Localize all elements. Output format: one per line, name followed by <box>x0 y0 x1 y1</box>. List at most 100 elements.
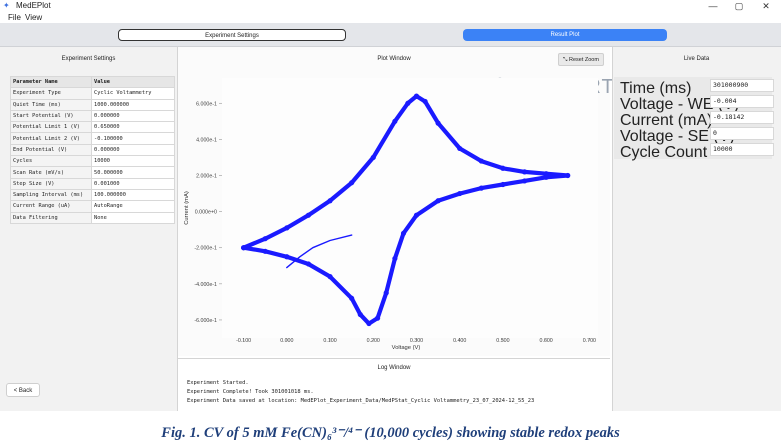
parameter-name: Quiet Time (ms) <box>10 98 92 111</box>
x-tick-label: 0.700 <box>583 338 596 344</box>
y-tick-label: 2.000e-1 <box>196 174 217 180</box>
x-tick-label: 0.300 <box>410 338 423 344</box>
cv-data-point <box>400 230 407 236</box>
menu-view[interactable]: View <box>25 13 43 22</box>
parameter-row: Experiment Type Cyclic Voltammetry <box>10 87 175 100</box>
log-line: Experiment Started. <box>187 380 249 386</box>
y-axis-label: Current (mA) <box>184 191 190 225</box>
parameter-name: Experiment Type <box>10 87 92 100</box>
parameter-row: End Potential (V) 0.000000 <box>10 143 175 157</box>
y-tick-label: -2.000e-1 <box>194 246 217 252</box>
cv-data-point <box>349 295 355 301</box>
parameter-value: None <box>91 211 175 224</box>
cv-data-point <box>327 274 333 280</box>
cv-data-point <box>383 290 389 296</box>
cv-data-point <box>370 154 376 161</box>
figure-caption: Fig. 1. CV of 5 mM Fe(CN)₆³⁻/⁴⁻ (10,000 … <box>161 425 620 441</box>
maximize-button[interactable]: ▢ <box>734 1 744 11</box>
parameters-table: Parameter Name Value Experiment Type Cycl… <box>10 75 175 224</box>
menu-file[interactable]: File <box>8 13 21 22</box>
parameter-row: Potential Limit 2 (V) -0.100000 <box>10 132 175 145</box>
parameter-row: Scan Rate (mV/s) 50.000000 <box>10 166 175 179</box>
cv-series-line <box>286 234 353 269</box>
parameter-value: 10000 <box>91 155 175 168</box>
live-data-title: Live Data <box>683 56 710 62</box>
live-value-voltage-we: -0.004 <box>710 95 774 108</box>
parameter-row: Current Range (uA) AutoRange <box>10 200 175 213</box>
tab-experiment-settings[interactable]: Experiment Settings <box>118 29 346 41</box>
log-window-title: Log Window <box>377 365 411 371</box>
live-label-cycle-count: Cycle Count <box>620 144 708 161</box>
menu-bar <box>0 12 781 23</box>
cv-chart[interactable]: 6.000e-1 4.000e-1 2.000e-1 0.000e+0 -2.000e-… <box>178 70 610 356</box>
reset-zoom-icon: ⤡ <box>563 57 569 63</box>
parameter-value: 100.000000 <box>91 188 175 202</box>
cv-data-point <box>392 255 398 262</box>
title-bar <box>0 0 781 12</box>
parameter-name: Cycles <box>10 155 92 168</box>
cv-data-point <box>284 254 290 260</box>
live-value-voltage-se: 0 <box>710 127 774 140</box>
tab-result-plot[interactable]: Result Plot <box>463 29 667 41</box>
parameter-name: Data Filtering <box>10 211 92 224</box>
y-tick-label: -6.000e-1 <box>194 318 217 324</box>
x-tick-label: 0.500 <box>496 338 509 344</box>
parameter-value: -0.100000 <box>91 132 175 145</box>
cv-data-point <box>305 261 312 267</box>
x-tick-label: 0.600 <box>540 338 553 344</box>
cv-data-point <box>413 93 420 99</box>
log-line: Experiment Complete! Took 301001018 ms. <box>187 389 314 395</box>
cv-data-point <box>392 118 398 124</box>
parameter-row: Quiet Time (ms) 1000.000000 <box>10 98 175 111</box>
cv-data-point <box>543 174 549 180</box>
cv-data-point <box>374 315 381 321</box>
parameter-value: 0.000000 <box>91 109 175 123</box>
param-value-header: Value <box>91 75 175 89</box>
parameter-row: Potential Limit 1 (V) 0.650000 <box>10 121 175 134</box>
parameter-value: Cyclic Voltammetry <box>91 87 175 100</box>
cv-data-point <box>500 165 506 171</box>
minimize-button[interactable]: — <box>708 1 718 11</box>
parameter-row: Start Potential (V) 0.000000 <box>10 109 175 123</box>
parameter-name: Start Potential (V) <box>10 109 92 123</box>
y-tick-label: 0.000e+0 <box>195 210 217 216</box>
back-button[interactable]: < Back <box>6 383 40 397</box>
close-button[interactable]: ✕ <box>762 1 770 11</box>
y-tick-label: 6.000e-1 <box>196 101 217 107</box>
cv-data-point <box>457 190 463 197</box>
cv-data-point <box>478 185 484 191</box>
cv-data-point <box>366 320 372 327</box>
live-label-voltage-we: Voltage - WE (V) <box>620 96 740 113</box>
cv-data-point <box>357 311 363 318</box>
app-title: MedEPlot <box>16 1 51 10</box>
cv-data-point <box>327 198 333 204</box>
experiment-settings-title: Experiment Settings <box>61 56 116 62</box>
parameter-row: Cycles 10000 <box>10 155 175 168</box>
live-value-time: 301000900 <box>710 79 774 92</box>
cv-data-point <box>543 171 549 177</box>
parameter-value: 0.650000 <box>91 121 175 134</box>
parameter-name: Potential Limit 2 (V) <box>10 132 92 145</box>
parameter-name: Step Size (V) <box>10 177 92 190</box>
y-tick-label: 4.000e-1 <box>196 137 217 143</box>
cv-data-point <box>349 180 355 186</box>
parameter-value: 0.001000 <box>91 177 175 190</box>
y-tick-label: -4.000e-1 <box>194 282 217 288</box>
x-axis-label: Voltage (V) <box>392 345 421 351</box>
app-logo-icon: ✦ <box>3 1 10 10</box>
parameter-value: 1000.000000 <box>91 98 175 111</box>
live-data-box: Time (ms) 301000900 Voltage - WE (V) -0.… <box>614 77 774 161</box>
log-line: Experiment Data saved at location: MedEP… <box>187 398 535 404</box>
cv-data-point <box>413 212 420 218</box>
x-tick-label: 0.400 <box>453 338 466 344</box>
plot-area <box>222 78 598 338</box>
cv-data-point <box>435 120 441 126</box>
reset-zoom-button[interactable]: ⤡ Reset Zoom <box>558 53 604 66</box>
x-tick-label: 0.000 <box>280 338 293 344</box>
plot-window-title: Plot Window <box>377 56 411 62</box>
cv-data-point <box>262 248 268 254</box>
cv-data-point <box>565 172 571 179</box>
parameter-row: Data Filtering None <box>10 211 175 224</box>
parameter-name: Sampling Interval (ms) <box>10 188 92 202</box>
log-window-panel <box>178 358 610 413</box>
